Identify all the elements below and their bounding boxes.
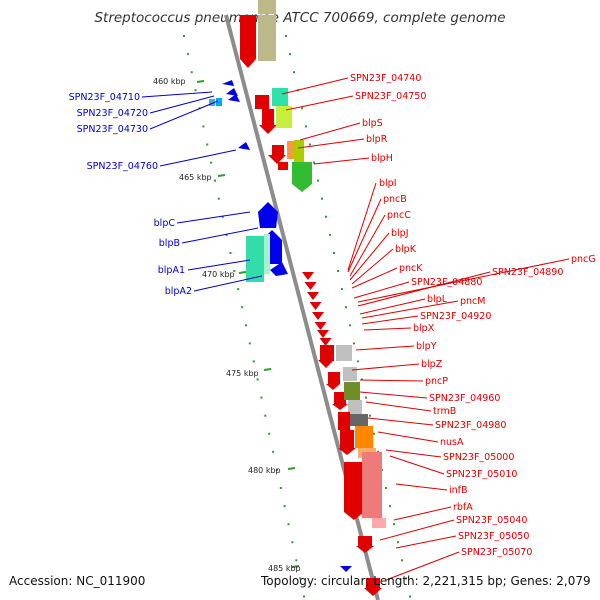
forward-genes-472	[302, 272, 332, 346]
left-gene-labels: SPN23F_04710 SPN23F_04720 SPN23F_04730 S…	[69, 92, 192, 297]
forward-genes-476	[318, 345, 386, 596]
gene-label-blph: blpH	[371, 153, 393, 164]
gene-label-pncg: pncG	[571, 254, 596, 265]
gene-label-pncb: pncB	[383, 194, 407, 205]
gene-label-pnck: pncK	[399, 263, 423, 274]
scale-label-460: 460 kbp	[153, 77, 186, 86]
gene-label-spn23f-05000: SPN23F_05000	[443, 452, 514, 463]
gene-label-spn23f-04980: SPN23F_04980	[435, 420, 506, 431]
accession-label: Accession: NC_011900	[9, 574, 146, 588]
gene-label-spn23f-04760: SPN23F_04760	[87, 161, 158, 172]
gene-label-pncm: pncM	[460, 296, 485, 307]
scale-ticks	[196, 80, 300, 568]
gene-label-blpl: blpL	[427, 294, 448, 305]
gene-label-blpx: blpX	[413, 323, 435, 334]
gene-label-spn23f-05040: SPN23F_05040	[456, 515, 527, 526]
gene-label-spn23f-04960: SPN23F_04960	[429, 393, 500, 404]
gene-label-pncc: pncC	[387, 210, 411, 221]
gene-label-spn23f-04920: SPN23F_04920	[420, 311, 491, 322]
gene-label-blpb: blpB	[159, 238, 180, 249]
gene-label-blpz: blpZ	[421, 359, 443, 370]
gene-label-blpj: blpJ	[391, 228, 409, 239]
gene-label-spn23f-05050: SPN23F_05050	[458, 531, 529, 542]
reverse-genes-468	[246, 202, 288, 282]
reverse-genes-460	[209, 80, 250, 150]
gene-label-blpi: blpI	[379, 178, 397, 189]
gene-label-pncp: pncP	[425, 376, 448, 387]
genome-summary-label: Topology: circular; Length: 2,221,315 bp…	[261, 574, 591, 588]
gene-label-blpa1: blpA1	[158, 265, 185, 276]
gene-label-spn23f-04880: SPN23F_04880	[411, 277, 482, 288]
gene-label-blpk: blpK	[395, 244, 417, 255]
gene-label-blpc: blpC	[154, 218, 176, 229]
gene-label-blpy: blpY	[416, 341, 437, 352]
gene-label-blps: blpS	[362, 118, 383, 129]
gene-label-spn23f-04750: SPN23F_04750	[355, 91, 426, 102]
label-connectors	[141, 77, 570, 581]
gene-label-spn23f-04730: SPN23F_04730	[77, 124, 148, 135]
map-title: Streptococcus pneumoniae ATCC 700669, co…	[94, 10, 506, 26]
scale-label-480: 480 kbp	[248, 466, 281, 475]
gene-label-spn23f-04720: SPN23F_04720	[77, 108, 148, 119]
forward-genes-462	[255, 88, 312, 192]
top-features	[240, 0, 276, 68]
gene-label-infb: infB	[449, 485, 468, 496]
gene-label-spn23f-04710: SPN23F_04710	[69, 92, 140, 103]
gene-label-spn23f-04740: SPN23F_04740	[350, 73, 421, 84]
gene-label-rbfa: rbfA	[453, 502, 473, 513]
gene-label-blpa2: blpA2	[165, 286, 192, 297]
right-gene-labels: SPN23F_04740 SPN23F_04750 blpS blpR blpH…	[350, 73, 596, 558]
scale-label-475: 475 kbp	[226, 369, 259, 378]
gene-label-spn23f-04890: SPN23F_04890	[492, 267, 563, 278]
gene-label-trmb: trmB	[433, 406, 456, 417]
scale-label-465: 465 kbp	[179, 173, 212, 182]
scale-label-470: 470 kbp	[202, 270, 235, 279]
scale-label-485: 485 kbp	[268, 564, 301, 573]
gene-label-spn23f-05010: SPN23F_05010	[446, 469, 517, 480]
gene-label-nusa: nusA	[440, 437, 464, 448]
gene-label-spn23f-05070: SPN23F_05070	[461, 547, 532, 558]
gene-label-blpr: blpR	[366, 134, 388, 145]
